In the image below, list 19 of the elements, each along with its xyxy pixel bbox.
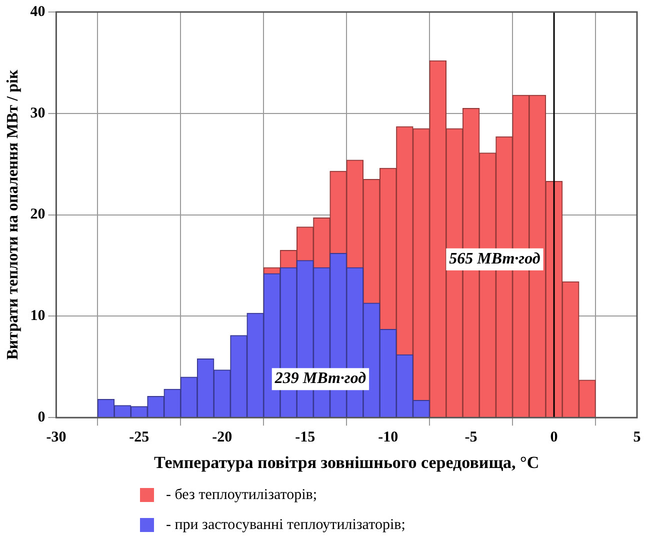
x-tick-label: -20 [212,429,232,446]
annotation: 565 МВт·год [449,250,540,268]
legend-label: - при застосуванні теплоутилізаторів; [166,516,406,534]
x-tick-label: 0 [550,429,558,446]
y-tick-label: 40 [30,4,46,20]
annotation: 239 МВт·год [274,370,366,388]
x-tick-label: -5 [464,429,478,446]
x-tick-label: -10 [378,429,398,446]
y-tick-label: 30 [30,105,46,122]
x-tick-label: -15 [295,429,316,446]
legend-label: - без теплоутилізаторів; [166,486,318,504]
x-tick-label: -25 [129,429,150,446]
x-tick-label: -30 [46,429,66,446]
y-tick-label: 20 [30,206,46,223]
x-axis-title: Температура повітря зовнішнього середовища, °С [154,453,540,472]
y-tick-label: 0 [38,409,46,426]
x-tick-label: 5 [633,429,641,446]
y-axis-title: Витрати теплоти на опалення МВт / рік [4,69,22,360]
y-tick-label: 10 [30,308,46,324]
